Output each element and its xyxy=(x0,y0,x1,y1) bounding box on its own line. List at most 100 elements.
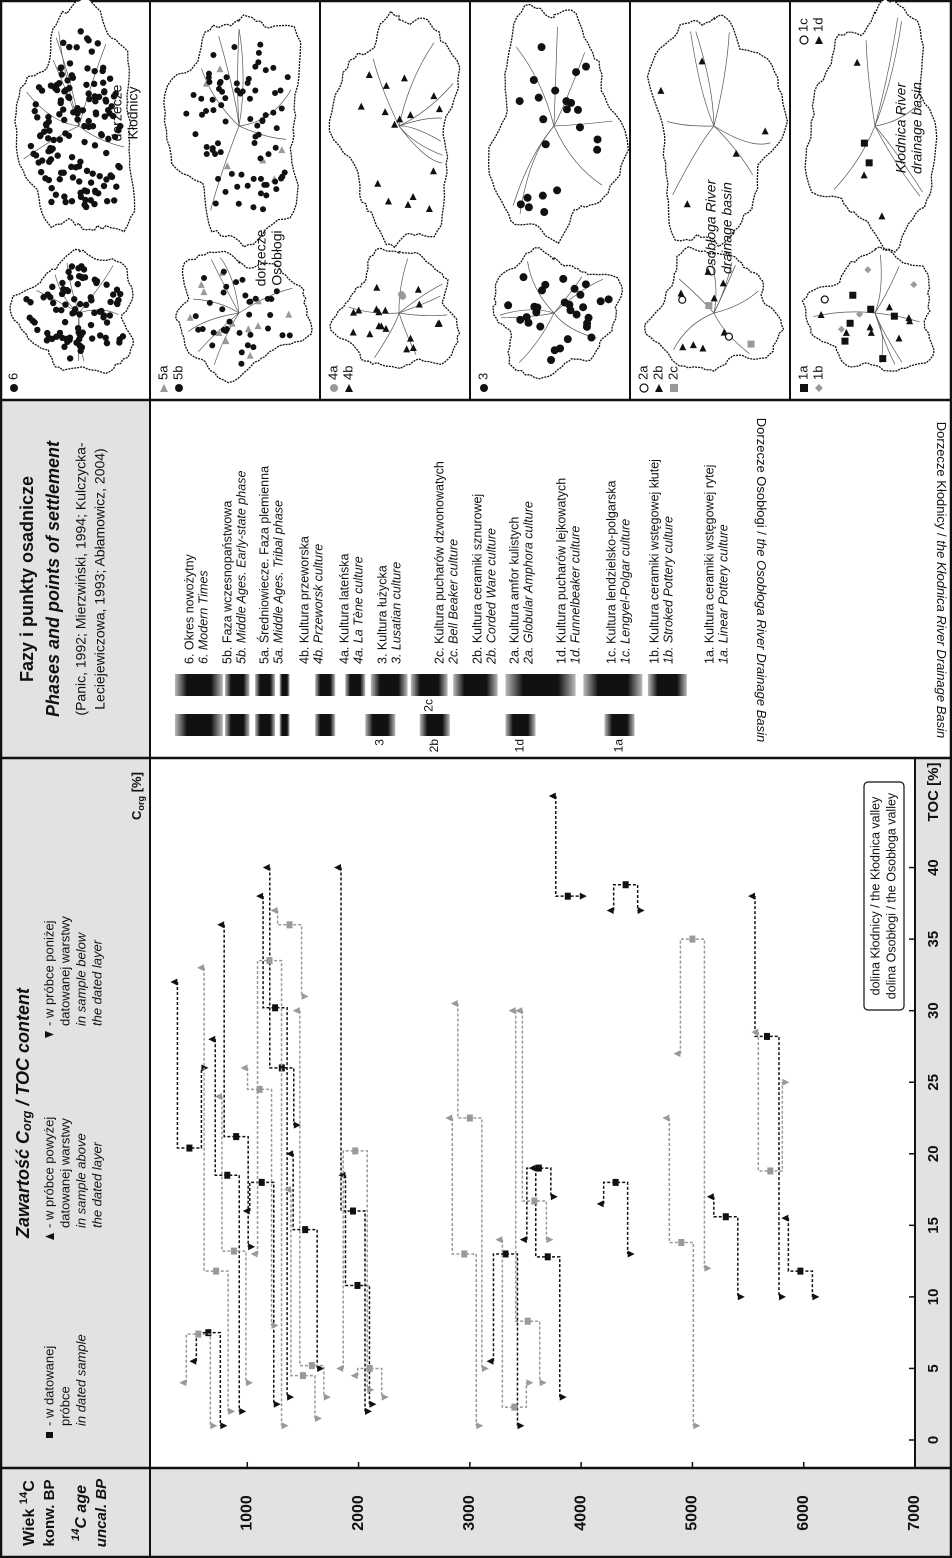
toc-below-marker xyxy=(693,1422,701,1430)
site-dot xyxy=(73,44,80,51)
site-dot xyxy=(259,118,266,125)
site-dot xyxy=(203,150,210,157)
site-dot xyxy=(65,268,72,276)
site-dot xyxy=(550,346,559,355)
phase-name-en: 5b. Middle Ages. Early-state phase xyxy=(234,471,248,664)
toc-dated-marker xyxy=(266,957,273,965)
toc-dated-marker xyxy=(205,1329,212,1337)
site-dot xyxy=(480,384,488,392)
site-dot xyxy=(273,125,280,132)
site-dot xyxy=(190,92,197,99)
chart-title-part: / TOC content xyxy=(13,987,33,1111)
site-dot xyxy=(270,64,277,71)
site-dot xyxy=(244,342,251,349)
site-dot xyxy=(238,349,245,356)
phase-bar xyxy=(255,714,276,736)
toc-above-marker xyxy=(673,1050,681,1058)
x-axis-label-top: Corg [%] xyxy=(129,772,146,820)
site-dot xyxy=(551,86,560,95)
site-dot xyxy=(255,131,262,138)
river xyxy=(553,26,558,127)
toc-below-marker xyxy=(365,1407,373,1415)
site-dot xyxy=(56,176,63,183)
site-dot xyxy=(68,72,76,79)
site-triangle xyxy=(435,105,443,113)
river xyxy=(515,46,555,127)
toc-below-marker xyxy=(539,1379,547,1387)
site-dot xyxy=(49,283,56,291)
river xyxy=(833,125,876,190)
phase-bar xyxy=(174,674,223,696)
toc-dated-marker xyxy=(524,1317,531,1325)
toc-connector xyxy=(176,982,203,1149)
x-axis-label-top-part: org xyxy=(136,796,146,811)
site-triangle xyxy=(866,323,874,331)
toc-below-marker xyxy=(228,1407,236,1415)
map-legend-label: 6 xyxy=(5,373,20,380)
site-triangle xyxy=(244,325,252,333)
toc-dated-marker xyxy=(230,1247,237,1255)
site-triangle xyxy=(860,171,868,179)
site-dot xyxy=(572,68,581,77)
legend-text-en: the dated layer xyxy=(89,939,104,1026)
x-tick-label: 0 xyxy=(925,1436,942,1444)
site-triangle xyxy=(415,300,423,308)
site-dot xyxy=(61,318,69,326)
toc-dated-marker xyxy=(286,921,293,929)
phase-name-en: 5a. Middle Ages. Tribal phase xyxy=(271,500,285,664)
river xyxy=(518,312,555,363)
site-dot xyxy=(516,200,525,209)
toc-dated-marker xyxy=(678,1239,685,1247)
site-diamond xyxy=(837,325,845,333)
site-dot xyxy=(68,153,76,161)
river xyxy=(398,125,443,164)
series-legend-box xyxy=(863,781,905,1011)
site-dot xyxy=(234,183,241,190)
river xyxy=(238,29,244,127)
phases-reference: (Panic, 1992; Mierzwiński, 1994; Kulczyc… xyxy=(73,442,89,715)
site-dot xyxy=(38,157,46,164)
site-triangle xyxy=(677,289,685,297)
toc-above-marker xyxy=(262,864,270,872)
site-triangle xyxy=(382,324,390,332)
toc-below-marker xyxy=(559,1393,567,1401)
phase-name-pl: 5b. Faza wczesnopaństwowa xyxy=(220,501,234,664)
site-dot xyxy=(255,49,262,56)
toc-below-marker xyxy=(637,906,645,914)
site-dot xyxy=(91,309,98,317)
river xyxy=(398,258,409,314)
phases-title: Fazy i punkty osadnicze xyxy=(17,476,37,682)
site-dot xyxy=(581,280,590,289)
toc-below-marker xyxy=(248,1243,256,1251)
toc-dated-marker xyxy=(272,1004,279,1012)
site-dot xyxy=(101,113,108,120)
site-dot xyxy=(65,93,72,101)
toc-below-marker xyxy=(273,1400,281,1408)
map-label: Kłodnicy xyxy=(125,87,141,140)
site-dot xyxy=(87,179,95,186)
site-dot xyxy=(57,99,64,107)
site-dot xyxy=(81,138,88,146)
basin-label-part: the Osobłoga River Drainage Basin xyxy=(754,538,769,742)
river xyxy=(374,312,400,359)
toc-dated-marker xyxy=(535,1164,542,1172)
site-square xyxy=(865,159,873,167)
map-legend-label: 5a xyxy=(155,365,170,380)
site-triangle xyxy=(197,280,205,288)
toc-connector xyxy=(713,1196,739,1297)
site-dot xyxy=(398,291,406,299)
phase-bar xyxy=(647,674,687,696)
toc-dated-marker xyxy=(352,1147,359,1155)
toc-dated-marker xyxy=(299,1372,306,1380)
river xyxy=(501,312,555,319)
site-dot xyxy=(519,273,528,282)
toc-above-marker xyxy=(283,1186,291,1194)
site-dot xyxy=(104,106,112,114)
phase-name-en: 2b. Corded Ware culture xyxy=(484,528,498,665)
site-dot xyxy=(59,279,66,287)
site-dot xyxy=(83,81,90,88)
river xyxy=(78,125,125,148)
site-dot xyxy=(246,95,253,102)
site-dot xyxy=(66,43,73,51)
site-dot xyxy=(239,88,246,95)
